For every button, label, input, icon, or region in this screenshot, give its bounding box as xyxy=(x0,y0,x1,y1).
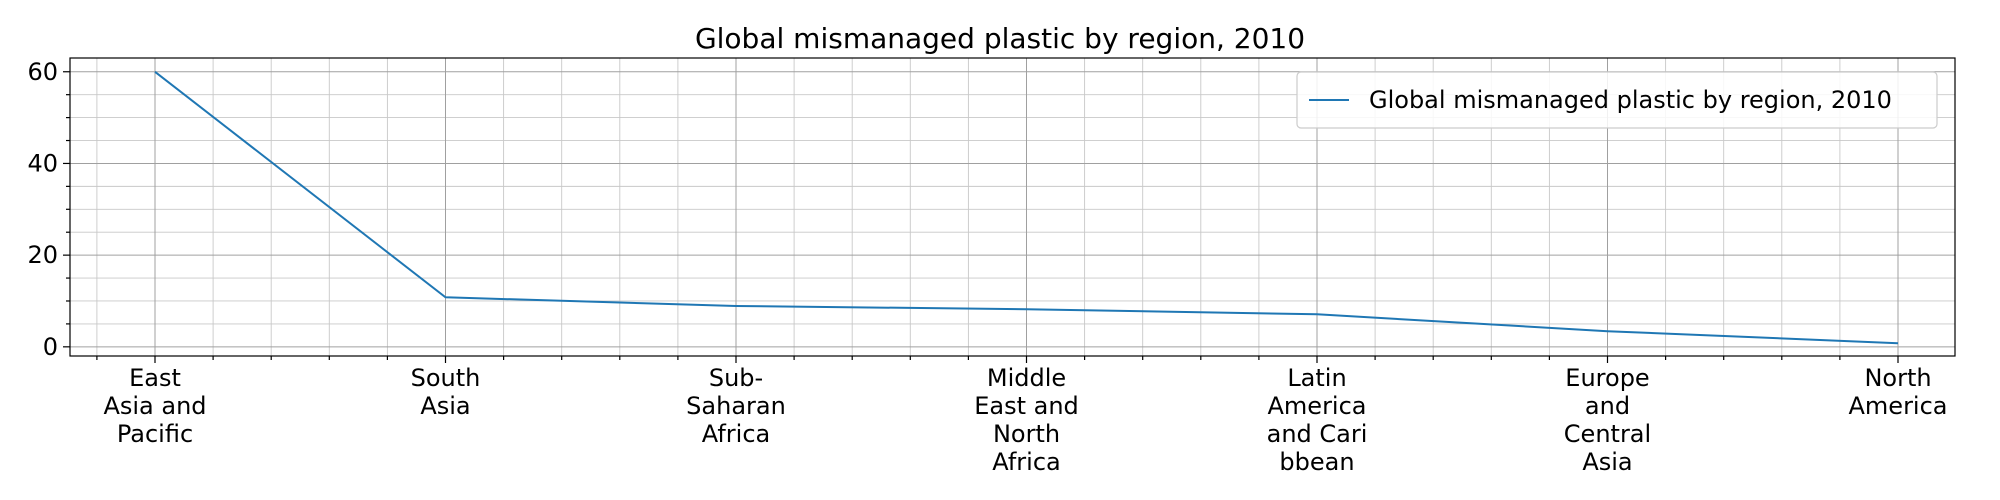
x-tick-label-line: and xyxy=(1585,392,1630,420)
series-layer xyxy=(154,71,1899,345)
y-tick-label: 60 xyxy=(27,58,58,86)
x-tick-label-line: and Cari xyxy=(1267,420,1368,448)
x-tick-label-line: Asia xyxy=(1582,448,1632,476)
x-tick-label-line: Africa xyxy=(992,448,1060,476)
x-tick-label: Latin America and Cari bbean xyxy=(1267,364,1368,476)
plot-frame xyxy=(69,57,1956,357)
x-tick-label: Middle East and North Africa xyxy=(974,364,1079,476)
x-tick-label: East Asia and Pacific xyxy=(103,364,206,448)
x-tick-label-line: Europe xyxy=(1565,364,1649,392)
x-tick-label-line: Latin xyxy=(1287,364,1346,392)
chart-title: Global mismanaged plastic by region, 201… xyxy=(695,22,1305,55)
x-tick-label-line: North xyxy=(1864,364,1931,392)
legend-label: Global mismanaged plastic by region, 201… xyxy=(1369,86,1892,114)
x-tick-label-line: Africa xyxy=(702,420,770,448)
x-tick-label-line: America xyxy=(1268,392,1367,420)
x-tick-label-line: East xyxy=(129,364,181,392)
x-tick-label-line: North xyxy=(993,420,1060,448)
x-tick-label-line: South xyxy=(411,364,481,392)
legend-box xyxy=(1296,71,1938,129)
x-tick-label: North America xyxy=(1849,364,1948,420)
x-tick-label-line: Asia and xyxy=(103,392,206,420)
x-tick-label-line: Central xyxy=(1564,420,1651,448)
y-tick-label: 20 xyxy=(27,241,58,269)
y-tick-label: 0 xyxy=(43,333,58,361)
legend: Global mismanaged plastic by region, 201… xyxy=(1296,71,1938,129)
x-tick-label: Europe and Central Asia xyxy=(1564,364,1651,476)
x-tick-label-line: Asia xyxy=(420,392,470,420)
x-tick-label-line: Saharan xyxy=(686,392,786,420)
x-tick-label-line: Sub- xyxy=(709,364,763,392)
x-tick-label-line: East and xyxy=(974,392,1079,420)
x-tick-label: Sub-Saharan Africa xyxy=(686,364,786,448)
x-tick-label-line: bbean xyxy=(1279,448,1354,476)
y-tick-label: 40 xyxy=(27,149,58,177)
x-tick-label: South Asia xyxy=(411,364,481,420)
series-line xyxy=(154,71,1899,345)
x-tick-label-line: Middle xyxy=(987,364,1066,392)
x-tick-label-line: America xyxy=(1849,392,1948,420)
x-tick-label-line: Pacific xyxy=(117,420,193,448)
